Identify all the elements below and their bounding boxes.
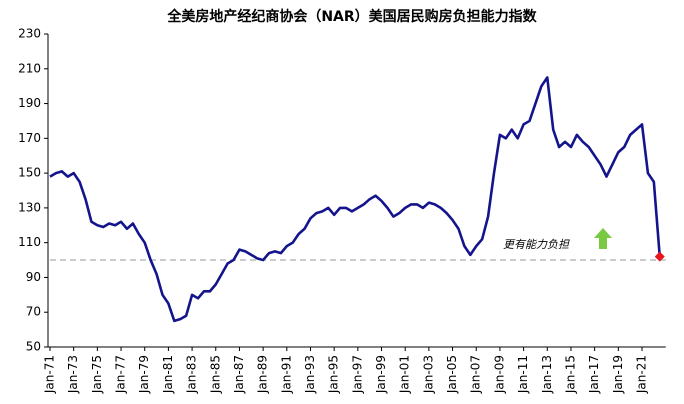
x-tick-label: Jan-83 bbox=[185, 355, 199, 394]
y-tick-label: 110 bbox=[18, 235, 41, 249]
x-tick-label: Jan-03 bbox=[421, 355, 435, 394]
chart-title: 全美房地产经纪商协会（NAR）美国居民购房负担能力指数 bbox=[166, 8, 537, 25]
x-tick-label: Jan-17 bbox=[587, 355, 601, 394]
x-tick-label: Jan-19 bbox=[611, 355, 625, 394]
x-tick-label: Jan-75 bbox=[90, 355, 104, 394]
y-tick-label: 130 bbox=[18, 200, 41, 214]
x-tick-label: Jan-01 bbox=[398, 355, 412, 394]
y-tick-label: 70 bbox=[26, 305, 41, 319]
x-tick-label: Jan-21 bbox=[635, 355, 649, 394]
x-tick-label: Jan-95 bbox=[327, 355, 341, 394]
x-tick-label: Jan-77 bbox=[114, 355, 128, 394]
x-tick-label: Jan-99 bbox=[374, 355, 388, 394]
x-tick-label: Jan-89 bbox=[256, 355, 270, 394]
x-tick-label: Jan-81 bbox=[161, 355, 175, 394]
y-tick-label: 50 bbox=[26, 340, 41, 354]
x-tick-label: Jan-91 bbox=[279, 355, 293, 394]
y-tick-label: 150 bbox=[18, 166, 41, 180]
y-tick-label: 230 bbox=[18, 27, 41, 41]
x-tick-label: Jan-71 bbox=[43, 355, 57, 394]
x-tick-label: Jan-73 bbox=[66, 355, 80, 394]
x-tick-label: Jan-87 bbox=[232, 355, 246, 394]
x-tick-label: Jan-97 bbox=[350, 355, 364, 394]
x-tick-label: Jan-85 bbox=[208, 355, 222, 394]
y-tick-label: 170 bbox=[18, 131, 41, 145]
x-tick-label: Jan-05 bbox=[445, 355, 459, 394]
x-tick-label: Jan-13 bbox=[540, 355, 554, 394]
annotation: 更有能力负担 bbox=[503, 238, 570, 251]
x-tick-label: Jan-15 bbox=[563, 355, 577, 394]
x-tick-label: Jan-07 bbox=[469, 355, 483, 394]
y-tick-label: 90 bbox=[26, 270, 41, 284]
y-tick-label: 210 bbox=[18, 61, 41, 75]
x-tick-label: Jan-11 bbox=[516, 355, 530, 394]
y-tick-label: 190 bbox=[18, 96, 41, 110]
arrow bbox=[594, 228, 612, 249]
x-tick-label: Jan-09 bbox=[492, 355, 506, 394]
x-tick-label: Jan-79 bbox=[137, 355, 151, 394]
data-line bbox=[49, 76, 662, 323]
x-tick-label: Jan-93 bbox=[303, 355, 317, 394]
last-point bbox=[654, 251, 665, 262]
